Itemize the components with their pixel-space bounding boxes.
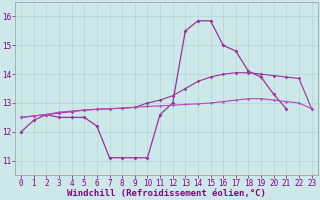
X-axis label: Windchill (Refroidissement éolien,°C): Windchill (Refroidissement éolien,°C) bbox=[67, 189, 266, 198]
